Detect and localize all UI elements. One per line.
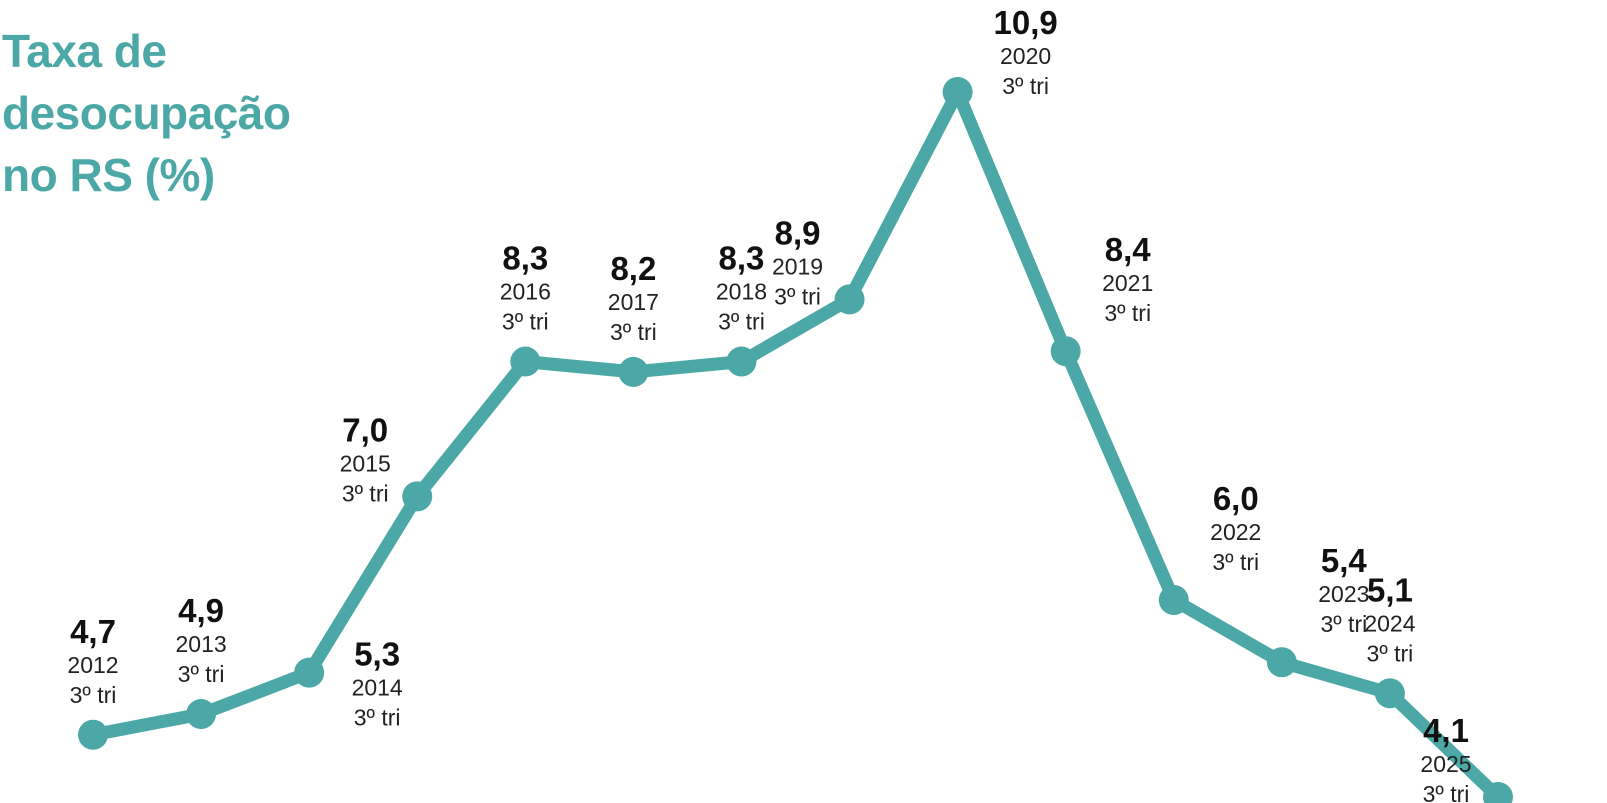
quarter-label: 3º tri [1002, 73, 1049, 99]
year-label: 2019 [772, 253, 823, 279]
quarter-label: 3º tri [1367, 640, 1414, 666]
value-label: 4,1 [1423, 712, 1469, 749]
quarter-label: 3º tri [70, 682, 117, 708]
data-point-2018 [726, 346, 757, 377]
value-label: 4,9 [178, 592, 224, 629]
year-label: 2014 [352, 675, 403, 701]
data-point-2012 [78, 719, 108, 750]
value-label: 5,3 [354, 636, 400, 673]
data-point-2022 [1158, 585, 1189, 616]
data-point-2020 [942, 77, 973, 107]
series-line [86, 85, 1505, 803]
quarter-label: 3º tri [502, 309, 549, 335]
year-label: 2013 [175, 631, 226, 657]
value-label: 5,1 [1367, 571, 1413, 608]
data-point-2014 [294, 657, 325, 688]
year-label: 2024 [1364, 610, 1415, 636]
data-point-2021 [1050, 336, 1081, 367]
year-label: 2021 [1102, 270, 1153, 296]
year-label: 2018 [716, 279, 767, 305]
chart-title-line-3: no RS (%) [2, 149, 215, 201]
year-label: 2022 [1210, 519, 1261, 545]
value-label: 7,0 [342, 411, 388, 448]
value-label: 4,7 [70, 613, 116, 650]
quarter-label: 3º tri [342, 480, 389, 506]
data-point-2016 [510, 346, 541, 377]
value-label: 8,2 [610, 250, 656, 287]
value-label: 6,0 [1213, 480, 1259, 517]
quarter-label: 3º tri [354, 705, 401, 731]
data-point-2017 [618, 356, 649, 387]
value-label: 8,4 [1105, 231, 1152, 268]
data-point-2025 [1483, 782, 1513, 803]
data-point-2024 [1374, 678, 1405, 709]
year-label: 2012 [67, 652, 118, 678]
quarter-label: 3º tri [718, 309, 765, 335]
value-label: 5,4 [1321, 542, 1368, 579]
data-point-2013 [186, 699, 217, 730]
data-point-2023 [1266, 647, 1297, 678]
chart-title-line-2: desocupação [2, 87, 291, 139]
data-point-2019 [834, 284, 865, 315]
value-label: 8,3 [502, 240, 548, 277]
value-label: 8,3 [719, 240, 765, 277]
year-label: 2016 [500, 279, 551, 305]
quarter-label: 3º tri [774, 283, 821, 309]
quarter-label: 3º tri [1320, 611, 1367, 637]
year-label: 2023 [1318, 581, 1369, 607]
year-label: 2020 [1000, 43, 1051, 69]
quarter-label: 3º tri [1104, 300, 1151, 326]
year-label: 2017 [608, 289, 659, 315]
data-point-2015 [402, 481, 433, 512]
quarter-label: 3º tri [1423, 781, 1470, 803]
chart-title: Taxa de desocupação no RS (%) [2, 20, 291, 206]
quarter-label: 3º tri [178, 661, 225, 687]
year-label: 2015 [340, 450, 391, 476]
value-label: 10,9 [993, 4, 1057, 41]
year-label: 2025 [1420, 751, 1471, 777]
chart-title-line-1: Taxa de [2, 25, 167, 77]
quarter-label: 3º tri [610, 319, 657, 345]
quarter-label: 3º tri [1212, 549, 1259, 575]
value-label: 8,9 [775, 214, 821, 251]
